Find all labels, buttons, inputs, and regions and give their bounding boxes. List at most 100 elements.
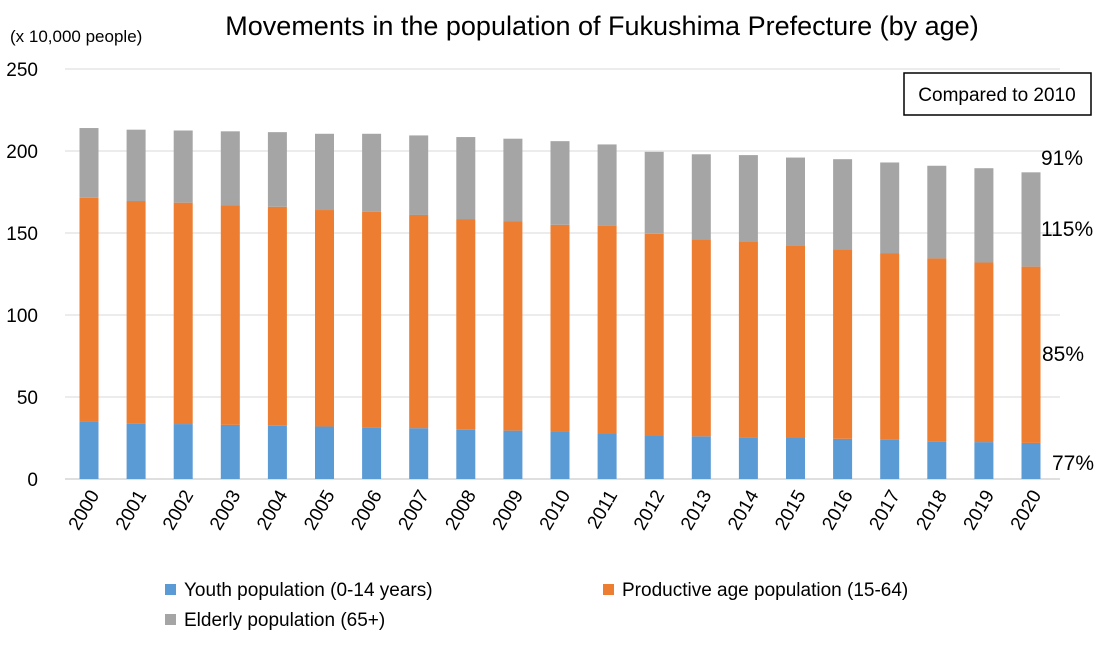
bar-segment bbox=[456, 429, 476, 479]
unit-label: (x 10,000 people) bbox=[10, 27, 142, 46]
bar-segment bbox=[880, 253, 900, 440]
bar-segment bbox=[550, 141, 570, 225]
x-tick-label: 2006 bbox=[347, 487, 386, 534]
bar-segment bbox=[409, 135, 429, 215]
bar-segment bbox=[267, 132, 287, 207]
bar-segment bbox=[126, 423, 146, 479]
bar-segment bbox=[833, 438, 853, 479]
bar-segment bbox=[738, 437, 758, 479]
bar-segment bbox=[833, 249, 853, 439]
bar-segment bbox=[597, 225, 617, 434]
x-tick-label: 2003 bbox=[206, 487, 245, 534]
pct-elderly: 115% bbox=[1041, 218, 1093, 241]
bar-segment bbox=[409, 214, 429, 429]
bar-segment bbox=[974, 168, 994, 263]
x-axis: 2000 2001 2002 2003 2004 2005 2006 2007 2008 2009… bbox=[65, 486, 1046, 533]
bar-segment bbox=[927, 165, 947, 259]
bar-segment bbox=[550, 224, 570, 432]
y-tick-label: 0 bbox=[27, 470, 38, 491]
x-tick-label: 2012 bbox=[630, 487, 669, 534]
x-tick-label: 2016 bbox=[818, 487, 857, 534]
y-tick-label: 150 bbox=[6, 224, 38, 245]
y-axis: 0 50 100 150 200 250 bbox=[6, 60, 38, 491]
pct-productive: 85% bbox=[1042, 343, 1084, 366]
x-tick-label: 2020 bbox=[1007, 487, 1046, 534]
bar-segment bbox=[738, 241, 758, 438]
x-tick-label: 2014 bbox=[724, 486, 764, 533]
bar-segment bbox=[126, 201, 146, 424]
bar-segment bbox=[644, 151, 664, 234]
bar-segment bbox=[362, 427, 382, 479]
bar-segment bbox=[644, 233, 664, 436]
bar-segment bbox=[833, 159, 853, 250]
legend-swatch bbox=[603, 584, 614, 595]
bar-segment bbox=[362, 211, 382, 428]
bar-segment bbox=[1021, 172, 1041, 267]
y-tick-label: 200 bbox=[6, 142, 38, 163]
x-tick-label: 2018 bbox=[913, 487, 952, 534]
bar-segment bbox=[880, 439, 900, 479]
bar-segment bbox=[315, 426, 334, 479]
bar-segment bbox=[503, 221, 523, 431]
bar-segment bbox=[927, 441, 947, 479]
x-tick-label: 2017 bbox=[865, 487, 904, 534]
compare-box-frame bbox=[903, 72, 1092, 116]
bar-segment bbox=[456, 219, 476, 430]
x-tick-label: 2001 bbox=[112, 487, 151, 534]
legend-label: Productive age population (15-64) bbox=[622, 580, 908, 601]
x-tick-label: 2013 bbox=[677, 487, 716, 534]
legend: Youth population (0-14 years) Productive … bbox=[165, 580, 908, 631]
bar-segment bbox=[503, 138, 523, 222]
legend-label: Elderly population (65+) bbox=[184, 610, 385, 631]
x-tick-label: 2019 bbox=[960, 487, 999, 534]
x-tick-label: 2000 bbox=[65, 487, 104, 534]
bar-segment bbox=[550, 431, 570, 479]
bar-segment bbox=[786, 157, 805, 246]
bar-segment bbox=[173, 424, 193, 479]
y-tick-label: 50 bbox=[17, 388, 38, 409]
pct-youth: 77% bbox=[1052, 452, 1094, 475]
y-tick-label: 250 bbox=[6, 60, 38, 81]
bar-segment bbox=[880, 162, 900, 254]
x-tick-label: 2004 bbox=[253, 486, 293, 533]
bar-segment bbox=[786, 438, 805, 479]
bar-segment bbox=[597, 144, 617, 226]
bar-segment bbox=[691, 436, 711, 479]
bar-segment bbox=[974, 442, 994, 479]
pct-total: 91% bbox=[1041, 147, 1083, 170]
legend-swatch bbox=[165, 584, 176, 595]
bar-segment bbox=[691, 239, 711, 437]
bar-segment bbox=[644, 435, 664, 479]
chart-title: Movements in the population of Fukushima… bbox=[225, 11, 978, 41]
bar-segment bbox=[1021, 266, 1041, 443]
bar-segment bbox=[927, 258, 947, 442]
bar-segment bbox=[456, 137, 476, 220]
bar-segment bbox=[362, 133, 382, 212]
x-tick-label: 2015 bbox=[771, 487, 810, 534]
bar-segment bbox=[738, 155, 758, 242]
bar-segment bbox=[409, 428, 429, 479]
bar-segment bbox=[220, 424, 240, 479]
bar-segment bbox=[220, 205, 240, 425]
bar-segment bbox=[220, 131, 240, 206]
y-tick-label: 100 bbox=[6, 306, 38, 327]
bar-segment bbox=[691, 154, 711, 240]
x-tick-label: 2010 bbox=[536, 487, 575, 534]
bar-segment bbox=[315, 210, 334, 427]
bar-segment bbox=[267, 206, 287, 426]
x-tick-label: 2009 bbox=[489, 487, 528, 534]
x-tick-label: 2002 bbox=[159, 487, 198, 534]
bar-segment bbox=[315, 133, 334, 211]
bar-segment bbox=[597, 433, 617, 479]
legend-swatch bbox=[165, 614, 176, 625]
x-tick-label: 2008 bbox=[442, 487, 481, 534]
bar-segment bbox=[786, 245, 805, 438]
bar-segment bbox=[126, 129, 146, 202]
bar-segment bbox=[173, 130, 193, 203]
x-tick-label: 2005 bbox=[300, 487, 339, 534]
bars bbox=[79, 128, 1041, 479]
bar-segment bbox=[1021, 442, 1041, 479]
bar-segment bbox=[503, 430, 523, 479]
compare-box: Compared to 2010 bbox=[903, 72, 1092, 116]
